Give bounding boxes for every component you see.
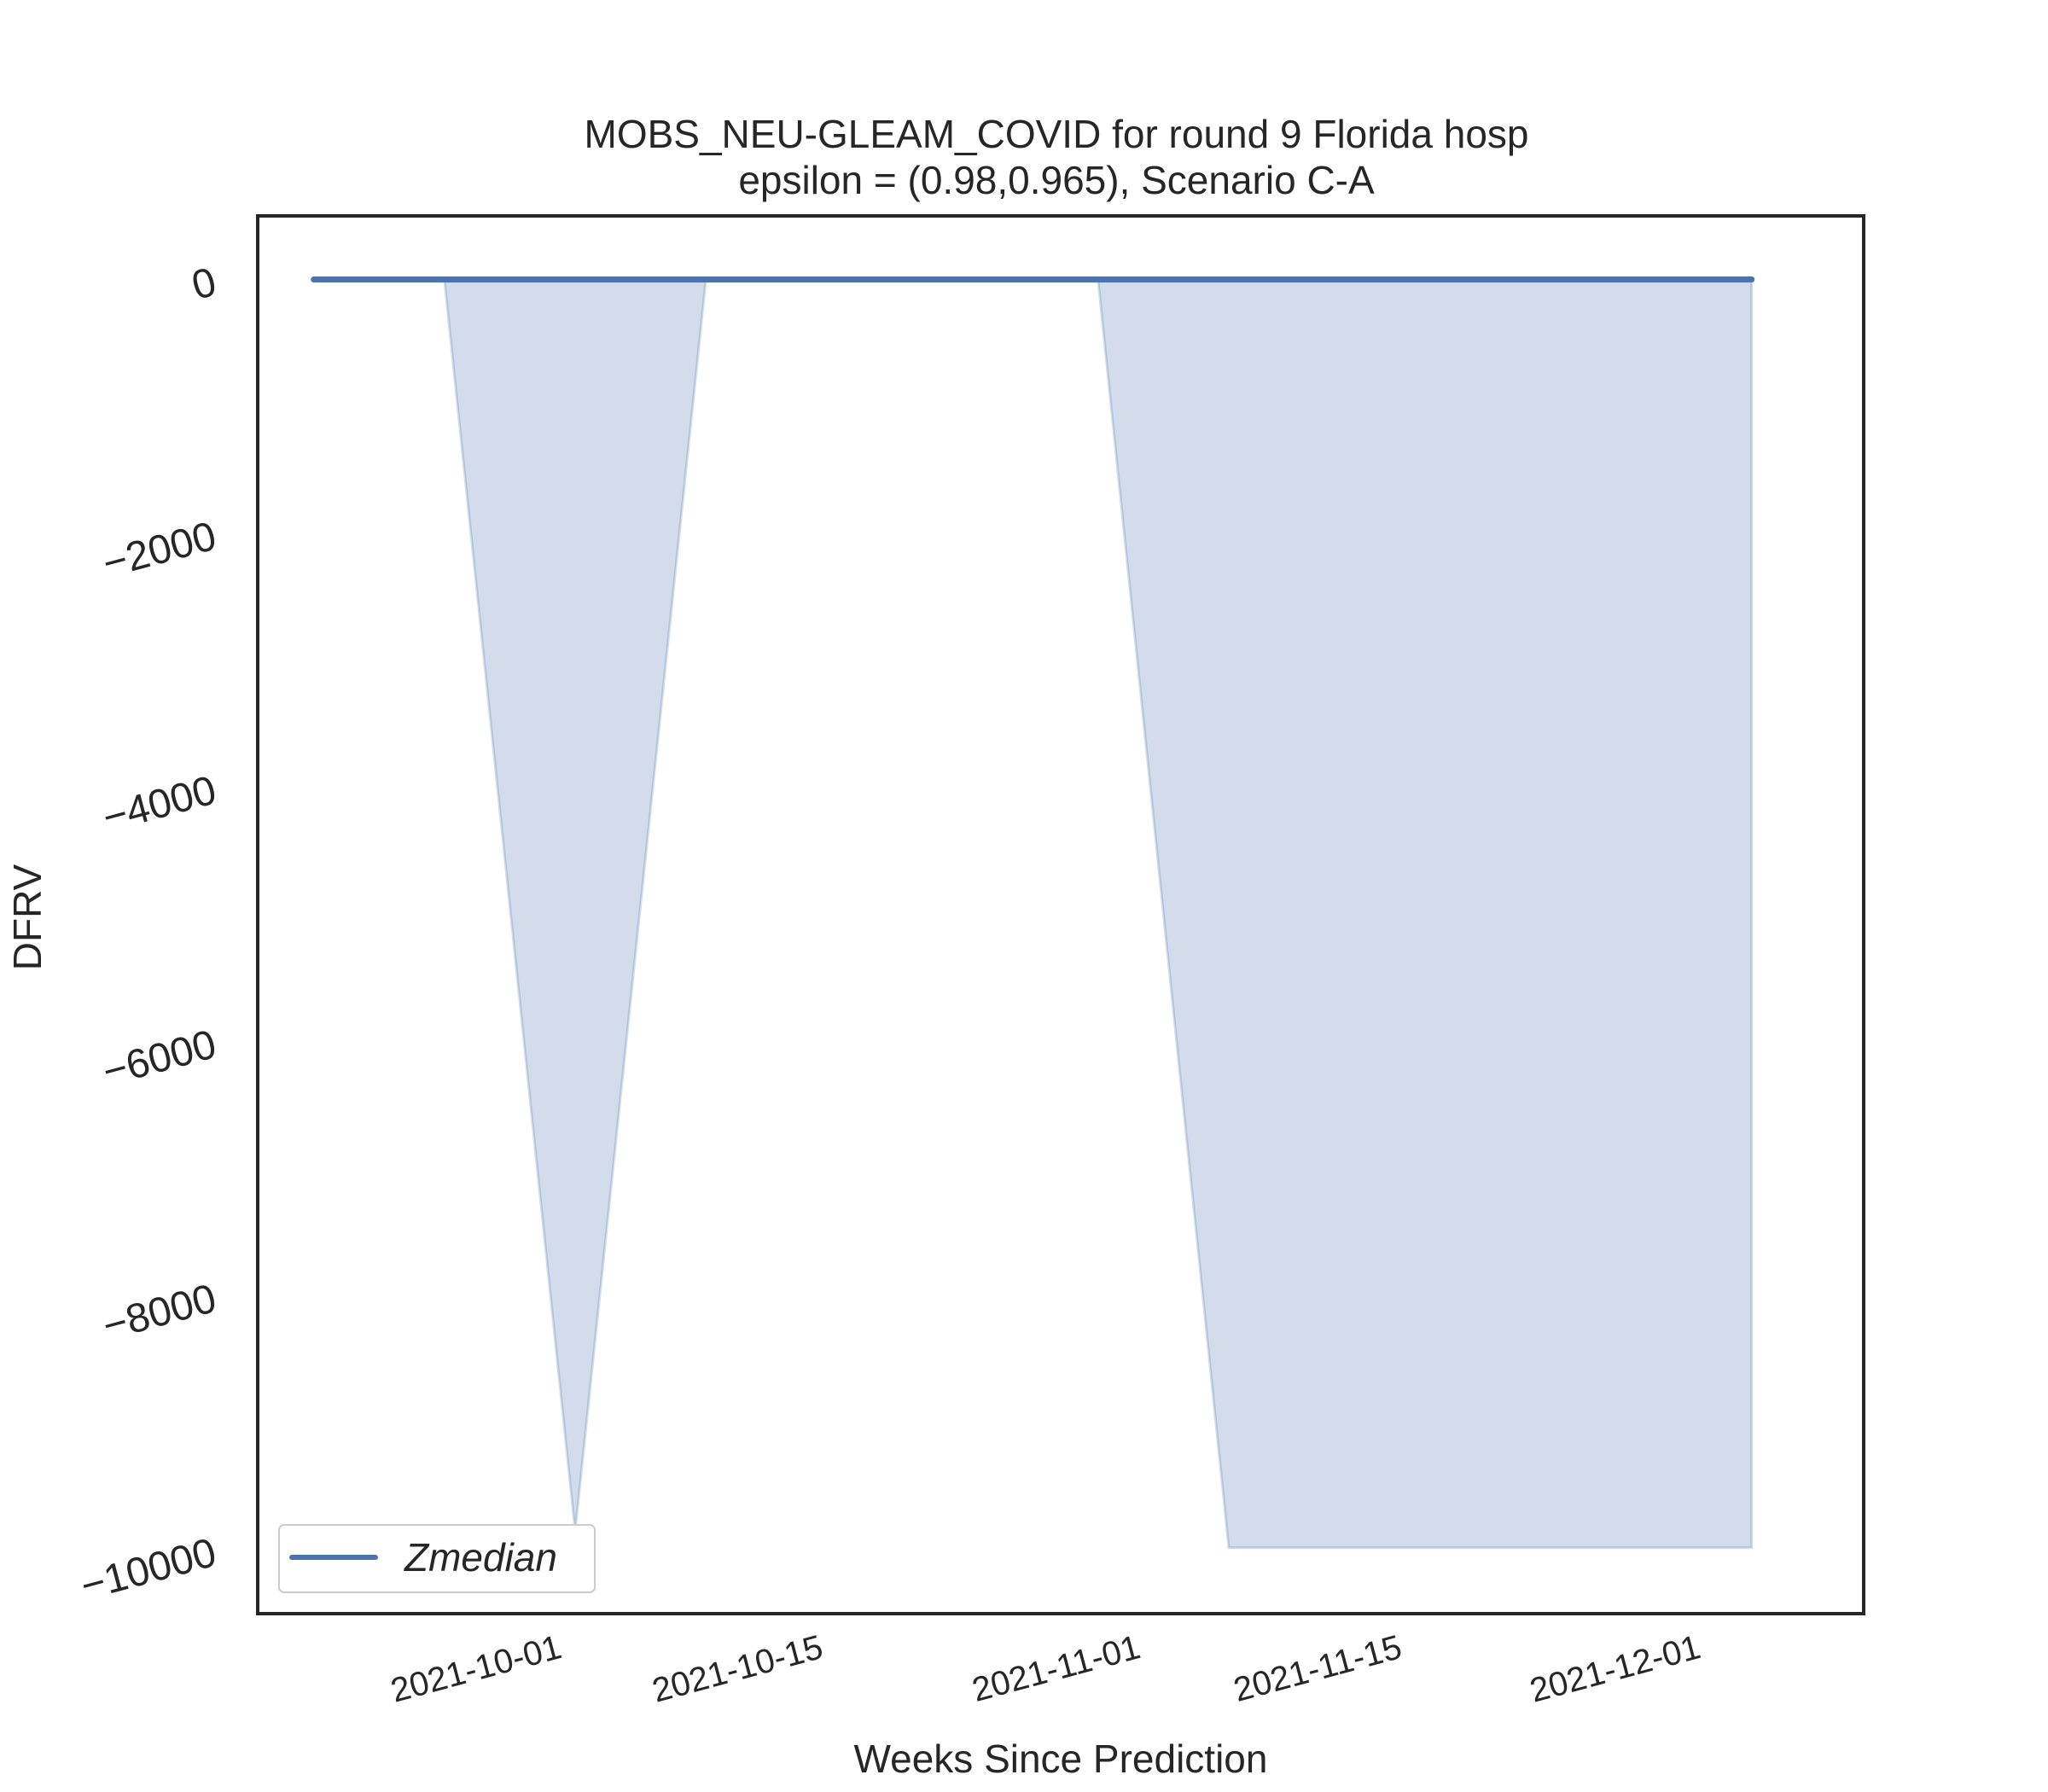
- plot-content: [311, 276, 1755, 1550]
- y-tick-label: 0: [187, 259, 221, 309]
- y-tick-label: −10000: [76, 1530, 221, 1609]
- x-tick-label: 2021-12-01: [1526, 1628, 1704, 1709]
- y-tick-label: −8000: [98, 1276, 221, 1349]
- legend-label-zmedian: Zmedian: [404, 1535, 557, 1580]
- y-tick-label: −2000: [98, 514, 221, 587]
- chart-title: MOBS_NEU-GLEAM_COVID for round 9 Florida…: [585, 112, 1529, 156]
- x-tick-label: 2021-10-15: [649, 1628, 827, 1709]
- y-tick-labels: 0 −2000 −4000 −6000 −8000 −10000: [76, 259, 221, 1609]
- y-tick-label: −4000: [98, 768, 221, 841]
- uncertainty-band: [313, 278, 1754, 1550]
- y-axis-label: DFRV: [5, 864, 49, 970]
- x-tick-label: 2021-10-01: [387, 1628, 565, 1709]
- x-tick-labels: 2021-10-01 2021-10-15 2021-11-01 2021-11-15…: [387, 1628, 1704, 1709]
- x-axis-label: Weeks Since Prediction: [854, 1737, 1268, 1781]
- x-tick-label: 2021-11-15: [1230, 1628, 1405, 1709]
- chart-subtitle: epsilon = (0.98,0.965), Scenario C-A: [738, 158, 1375, 202]
- legend-box: [278, 1524, 596, 1593]
- legend: Zmedian: [278, 1524, 596, 1593]
- y-tick-label: −6000: [98, 1021, 221, 1095]
- plot-frame: [256, 214, 1865, 1615]
- x-tick-label: 2021-11-01: [969, 1628, 1144, 1709]
